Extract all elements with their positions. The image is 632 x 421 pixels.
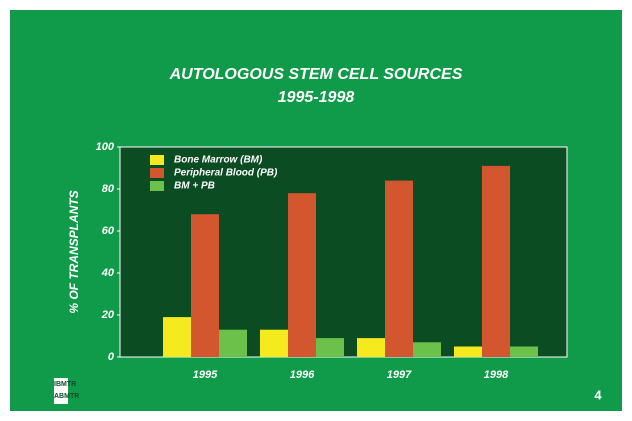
legend-swatch	[150, 155, 164, 165]
logo-text: ABMTR	[54, 393, 79, 400]
bar	[163, 317, 191, 357]
legend-label: Peripheral Blood (PB)	[174, 168, 278, 179]
y-tick-label: 80	[102, 183, 115, 195]
legend-swatch	[150, 168, 164, 178]
y-tick-label: 60	[102, 225, 115, 237]
bar	[510, 346, 538, 357]
bar	[413, 342, 441, 357]
chart-subtitle: 1995-1998	[278, 89, 355, 106]
bar	[260, 329, 288, 357]
y-tick-label: 20	[101, 309, 115, 321]
x-tick-label: 1996	[290, 369, 315, 381]
bar	[357, 338, 385, 357]
bar	[191, 214, 219, 357]
x-tick-label: 1998	[484, 369, 509, 381]
y-axis-label: % OF TRANSPLANTS	[67, 190, 81, 313]
bar	[385, 180, 413, 357]
legend-swatch	[150, 181, 164, 191]
chart-title: AUTOLOGOUS STEM CELL SOURCES	[169, 66, 463, 83]
x-tick-label: 1997	[387, 369, 412, 381]
y-tick-label: 0	[108, 351, 115, 363]
logo-mark	[54, 378, 68, 404]
legend-label: Bone Marrow (BM)	[174, 155, 263, 166]
bar	[219, 329, 247, 357]
x-tick-label: 1995	[193, 369, 218, 381]
y-tick-label: 100	[96, 141, 115, 153]
page-number: 4	[594, 387, 602, 402]
logo-text: IBMTR	[54, 381, 76, 388]
bar	[482, 165, 510, 357]
bar	[454, 346, 482, 357]
y-tick-label: 40	[101, 267, 115, 279]
legend-label: BM + PB	[174, 181, 215, 192]
bar	[316, 338, 344, 357]
bar	[288, 193, 316, 357]
